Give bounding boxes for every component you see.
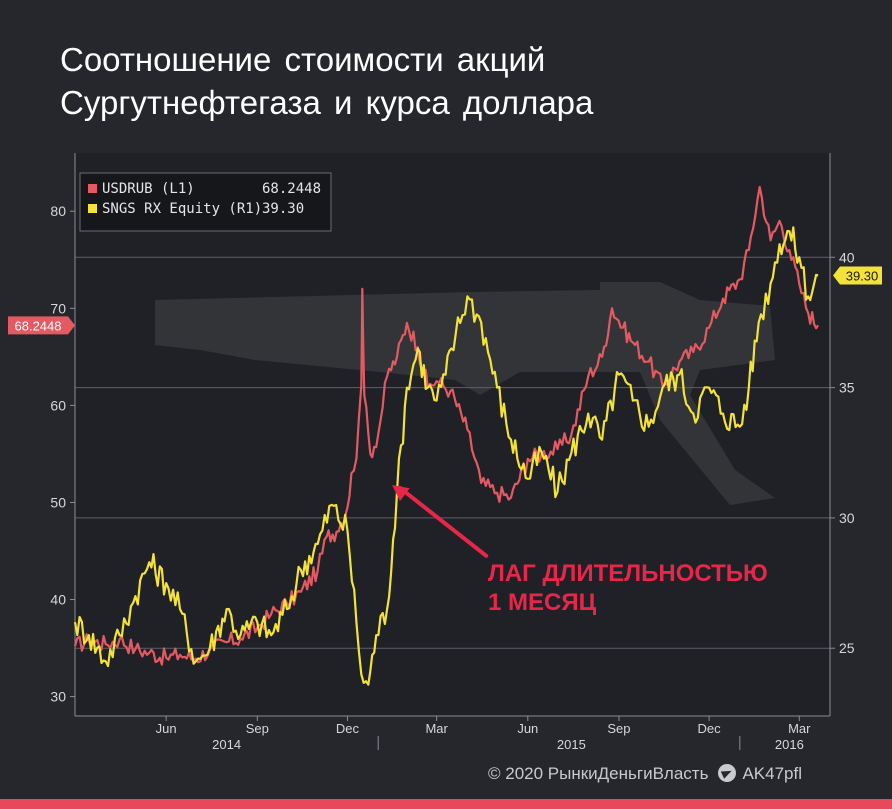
legend-name-0: USDRUB (L1)	[102, 181, 195, 197]
sngs-line	[73, 226, 819, 686]
copyright-text: © 2020 РынкиДеньгиВласть	[488, 764, 709, 783]
y-right-tick-label-2: 35	[839, 380, 855, 396]
series-lines	[73, 185, 820, 686]
year-label-1: 2015	[557, 737, 586, 752]
sngs-last-tag	[833, 266, 882, 285]
annotation-arrow-shaft	[398, 485, 489, 558]
plot-background	[75, 153, 830, 716]
annotation-line-1: ЛАГ ДЛИТЕЛЬНОСТЬЮ	[488, 560, 768, 587]
watermark-shape	[155, 282, 775, 505]
telegram-icon	[718, 764, 737, 782]
x-tick-label-7: Mar	[788, 721, 811, 736]
y-left-tick-label-5: 80	[50, 203, 66, 219]
y-right-tick-label-3: 40	[839, 249, 855, 265]
y-left-tick-label-1: 40	[50, 592, 66, 608]
x-tick-label-2: Dec	[336, 721, 360, 736]
usdrub-last-value: 68.2448	[15, 318, 62, 333]
axis-labels: 30 40 50 60 70 80 25 30 35 40 Jun Sep Dec Mar Jun Sep De…	[8, 203, 882, 752]
year-label-0: 2014	[212, 737, 241, 752]
y-right-tick-label-1: 30	[839, 510, 855, 526]
rifle-watermark	[155, 282, 775, 505]
legend-value-0: 68.2448	[262, 181, 321, 197]
legend-swatch-0	[88, 184, 97, 193]
legend-value-1: 39.30	[262, 201, 304, 217]
usdrub-line	[73, 185, 820, 666]
axes	[70, 153, 835, 750]
y-left-tick-label-2: 50	[50, 494, 66, 510]
x-tick-label-0: Jun	[156, 721, 177, 736]
legend-box	[79, 172, 332, 232]
footer: © 2020 РынкиДеньгиВласть AK47pfl	[488, 764, 802, 784]
y-right-tick-label-0: 25	[839, 640, 855, 656]
annotation-arrow-head	[392, 484, 410, 501]
x-tick-label-4: Jun	[517, 721, 538, 736]
y-left-tick-label-4: 70	[50, 300, 66, 316]
y-left-tick-label-0: 30	[50, 689, 66, 705]
x-tick-label-5: Sep	[607, 721, 630, 736]
bottom-accent-bar	[0, 799, 892, 809]
title-line-1: Соотношение стоимости акций	[60, 41, 546, 78]
year-label-2: 2016	[775, 737, 804, 752]
legend-swatch-1	[88, 204, 97, 213]
y-left-tick-label-3: 60	[50, 397, 66, 413]
telegram-handle: AK47pfl	[742, 764, 802, 783]
x-tick-label-1: Sep	[246, 721, 269, 736]
page-title: Соотношение стоимости акций Сургутнефтег…	[60, 38, 593, 124]
title-line-2: Сургутнефтегаза и курса доллара	[60, 84, 594, 121]
sngs-last-value: 39.30	[846, 269, 879, 284]
usdrub-last-tag	[8, 316, 75, 335]
x-tick-label-3: Mar	[425, 721, 448, 736]
x-tick-label-6: Dec	[698, 721, 722, 736]
annotation-line-2: 1 МЕСЯЦ	[488, 589, 597, 616]
legend-name-1: SNGS RX Equity (R1)	[102, 201, 262, 217]
